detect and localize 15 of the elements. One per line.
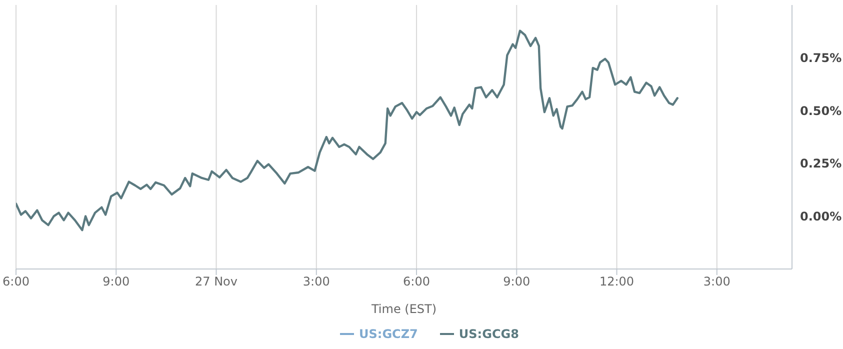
x-tick-label: 9:00 — [503, 274, 530, 289]
y-tick-label: 0.50% — [800, 104, 842, 118]
legend-label: US:GCZ7 — [359, 327, 418, 341]
x-tick-label: 12:00 — [599, 274, 634, 289]
x-tick-label: 3:00 — [302, 274, 330, 289]
x-tick-label: 6:00 — [2, 274, 30, 289]
y-tick-label: 0.00% — [800, 209, 842, 224]
y-tick-label: 0.25% — [800, 156, 842, 171]
x-tick-label: 3:00 — [703, 274, 730, 289]
x-axis-title: Time (EST) — [370, 302, 437, 316]
y-tick-label: 0.75% — [800, 51, 842, 66]
x-tick-label: 9:00 — [102, 274, 130, 289]
x-tick-label: 6:00 — [403, 274, 430, 289]
x-tick-label: 27 Nov — [195, 274, 238, 289]
legend-label: US:GCG8 — [458, 327, 519, 341]
